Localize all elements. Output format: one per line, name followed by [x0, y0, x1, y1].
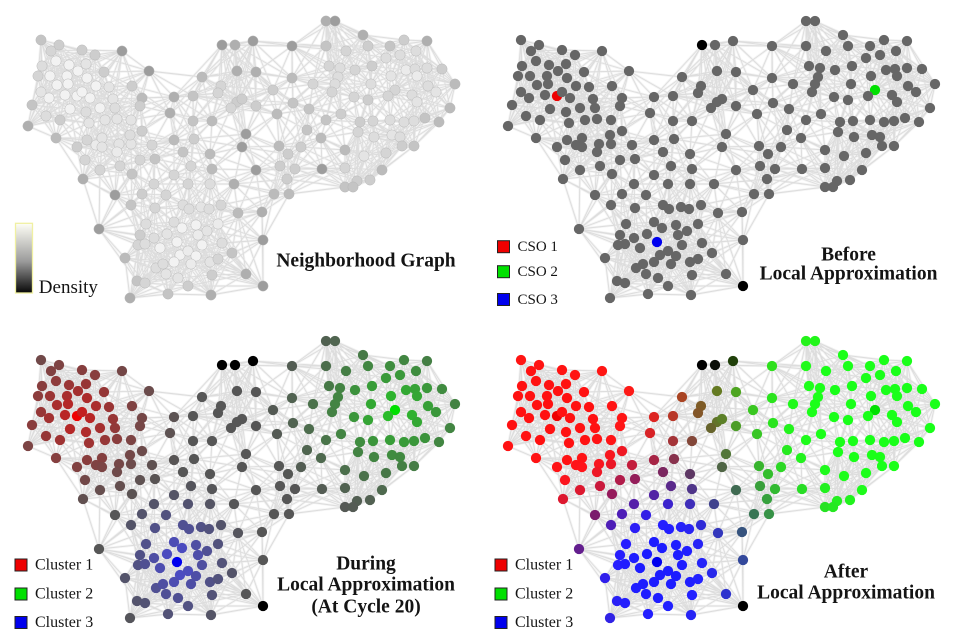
svg-text:(At Cycle 20): (At Cycle 20) — [311, 597, 420, 618]
svg-text:CSO 3: CSO 3 — [518, 292, 558, 308]
svg-text:Local Approximation: Local Approximation — [757, 583, 935, 604]
svg-text:Before: Before — [821, 245, 876, 266]
svg-text:Density: Density — [39, 277, 99, 298]
svg-text:Neighborhood Graph: Neighborhood Graph — [276, 251, 455, 272]
svg-text:CSO 2: CSO 2 — [518, 264, 558, 280]
svg-text:After: After — [824, 562, 869, 583]
svg-text:Cluster 3: Cluster 3 — [515, 614, 573, 631]
svg-text:CSO 1: CSO 1 — [518, 239, 558, 255]
svg-text:Cluster 1: Cluster 1 — [515, 557, 573, 574]
svg-text:Cluster 1: Cluster 1 — [35, 557, 93, 574]
svg-text:Local Approximation: Local Approximation — [760, 264, 938, 285]
svg-text:During: During — [336, 554, 396, 575]
svg-text:Local Approximation: Local Approximation — [277, 575, 455, 596]
svg-text:Cluster 2: Cluster 2 — [515, 586, 573, 603]
svg-text:Cluster 2: Cluster 2 — [35, 586, 93, 603]
svg-text:Cluster 3: Cluster 3 — [35, 614, 93, 631]
